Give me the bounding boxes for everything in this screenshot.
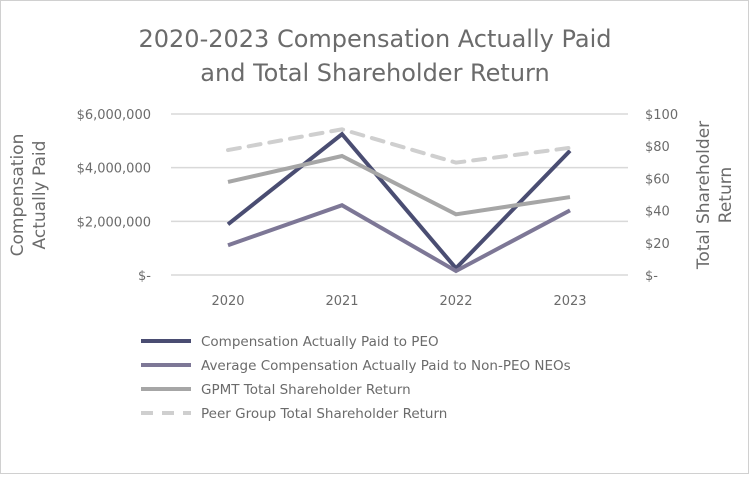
y-tick-label: $- [138, 269, 151, 284]
chart-title-line-1: 2020-2023 Compensation Actually Paid [139, 25, 612, 53]
legend-label: Compensation Actually Paid to PEO [201, 334, 439, 350]
chart-title-line-2: and Total Shareholder Return [200, 59, 549, 87]
y-tick-label: $4,000,000 [77, 162, 151, 177]
x-tick-label: 2020 [211, 294, 244, 309]
x-tick-label: 2023 [553, 294, 586, 309]
y-tick-label: $6,000,000 [77, 108, 151, 123]
y-axis-label-line-1: Compensation [8, 134, 28, 257]
legend-label: Peer Group Total Shareholder Return [201, 406, 447, 422]
series-line-4 [228, 129, 570, 162]
x-tick-label: 2022 [439, 294, 472, 309]
y2-tick-label: $40 [645, 205, 670, 220]
y2-tick-label: $100 [645, 108, 678, 123]
y2-axis-label-line-2: Return [716, 167, 736, 223]
series-line-2 [228, 205, 570, 271]
y-tick-label: $2,000,000 [77, 215, 151, 230]
y-axis-label-line-2: Actually Paid [30, 141, 50, 250]
y2-tick-label: $- [645, 269, 658, 284]
y2-tick-label: $80 [645, 140, 670, 155]
y2-axis-label-line-1: Total Shareholder [694, 121, 714, 270]
legend-label: Average Compensation Actually Paid to No… [201, 358, 571, 374]
y2-tick-label: $60 [645, 172, 670, 187]
x-tick-label: 2021 [325, 294, 358, 309]
legend-label: GPMT Total Shareholder Return [201, 382, 411, 398]
y2-tick-label: $20 [645, 237, 670, 252]
